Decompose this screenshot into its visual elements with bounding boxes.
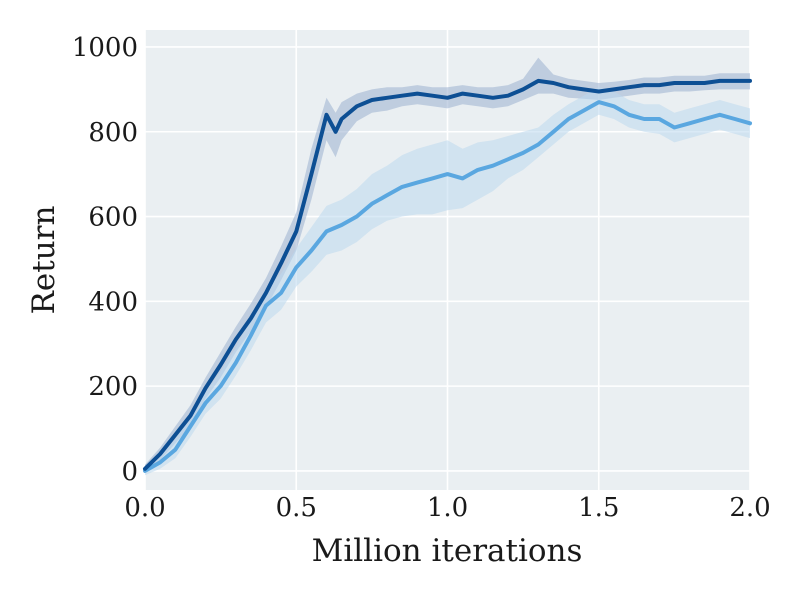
series-1-line [143,78,752,471]
y-tick-label: 600 [88,203,138,233]
x-tick-label: 1.5 [578,493,619,523]
series-2-band [145,87,750,476]
y-tick-label: 1000 [72,33,138,63]
y-tick-label: 800 [88,118,138,148]
x-tick-labels: 0.0 0.5 1.0 1.5 2.0 [124,493,770,523]
y-axis-label: Return [26,206,62,315]
series-lines [143,78,752,473]
x-tick-label: 2.0 [729,493,770,523]
x-axis-label: Million iterations [312,533,583,569]
x-tick-label: 1.0 [427,493,468,523]
confidence-bands [145,57,750,476]
series-2-line [143,100,752,473]
x-tick-label: 0.0 [124,493,165,523]
y-tick-labels: 0 200 400 600 800 1000 [72,33,138,487]
y-tick-label: 0 [121,457,138,487]
x-tick-label: 0.5 [276,493,317,523]
y-tick-label: 400 [88,287,138,317]
y-tick-label: 200 [88,372,138,402]
